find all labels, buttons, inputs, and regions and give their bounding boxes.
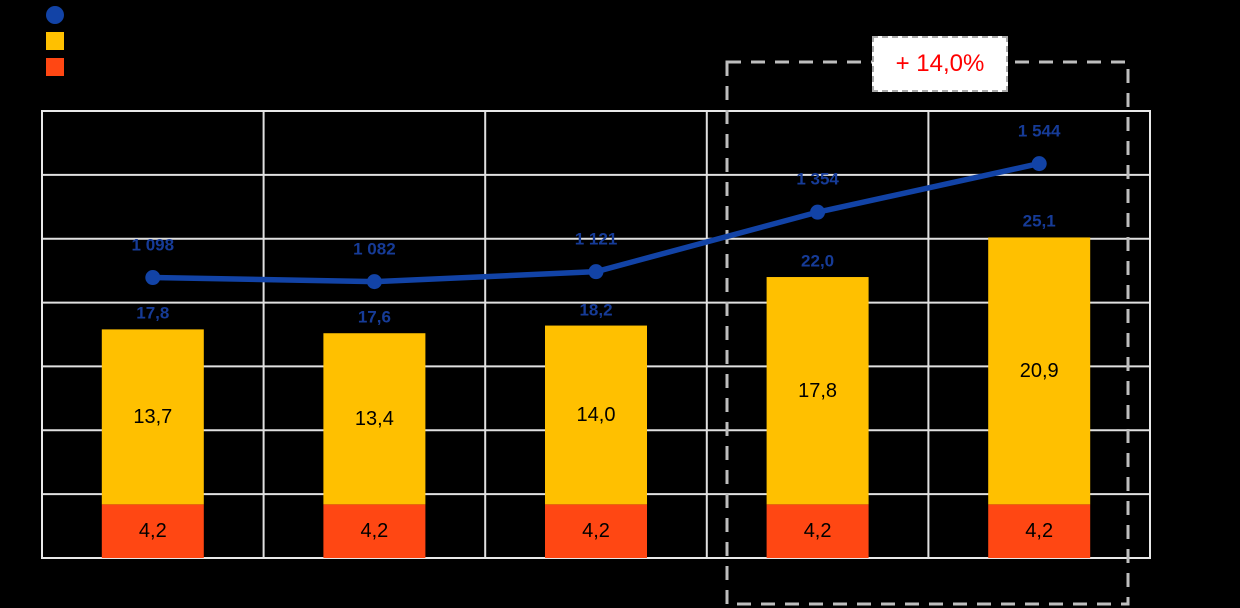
bar-total-label: 17,8 bbox=[136, 303, 170, 323]
line-point-label: 1 544 bbox=[1017, 121, 1061, 141]
bar-segment-label-yellow: 13,7 bbox=[133, 405, 173, 428]
bar-total-label: 18,2 bbox=[579, 300, 613, 320]
bar-total-label: 17,6 bbox=[357, 307, 391, 327]
line-point-label: 1 098 bbox=[131, 235, 175, 255]
line-series-marker-icon bbox=[46, 6, 64, 24]
bar-segment-yellow bbox=[766, 277, 869, 505]
bar-segment-yellow bbox=[323, 333, 426, 505]
bar-total-label: 22,0 bbox=[801, 251, 835, 271]
line-point-label: 1 354 bbox=[796, 169, 839, 189]
bar-segment-orange bbox=[545, 504, 647, 558]
line-data-point bbox=[810, 204, 826, 220]
yellow-series-marker-icon bbox=[46, 32, 64, 50]
bar-segment-orange bbox=[323, 504, 426, 558]
bar-segment-label-orange: 4,2 bbox=[1025, 520, 1054, 543]
line-point-label: 1 082 bbox=[353, 239, 396, 259]
line-series-path bbox=[150, 160, 1042, 285]
bar-segment-orange bbox=[101, 504, 204, 558]
bar-segment-label-yellow: 20,9 bbox=[1019, 359, 1059, 382]
line-data-point bbox=[366, 274, 382, 290]
bar-segment-yellow bbox=[988, 237, 1091, 505]
legend-item-orange-series bbox=[46, 58, 76, 76]
line-data-point bbox=[1031, 156, 1047, 172]
bar-segment-label-yellow: 14,0 bbox=[576, 403, 616, 426]
growth-annotation-box: + 14,0% bbox=[872, 36, 1008, 92]
bar-segment-orange bbox=[766, 504, 869, 558]
bar-segment-label-orange: 4,2 bbox=[360, 520, 389, 543]
bar-segment-label-orange: 4,2 bbox=[138, 520, 167, 543]
bar-segment-label-yellow: 13,4 bbox=[354, 407, 394, 430]
legend-item-line bbox=[46, 6, 76, 24]
bar-segment-yellow bbox=[545, 325, 647, 505]
line-data-point bbox=[588, 264, 604, 280]
bar-segment-label-orange: 4,2 bbox=[582, 520, 610, 543]
bar-segment-label-yellow: 17,8 bbox=[798, 379, 838, 402]
line-data-point bbox=[145, 270, 161, 286]
line-point-label: 1 121 bbox=[574, 229, 618, 249]
bar-segment-label-orange: 4,2 bbox=[803, 520, 832, 543]
growth-annotation-label: + 14,0% bbox=[895, 50, 985, 77]
bar-total-label: 25,1 bbox=[1022, 211, 1056, 231]
bar-segment-yellow bbox=[101, 329, 204, 505]
legend-item-yellow-series bbox=[46, 32, 76, 50]
orange-series-marker-icon bbox=[46, 58, 64, 76]
bar-segment-orange bbox=[988, 504, 1091, 558]
